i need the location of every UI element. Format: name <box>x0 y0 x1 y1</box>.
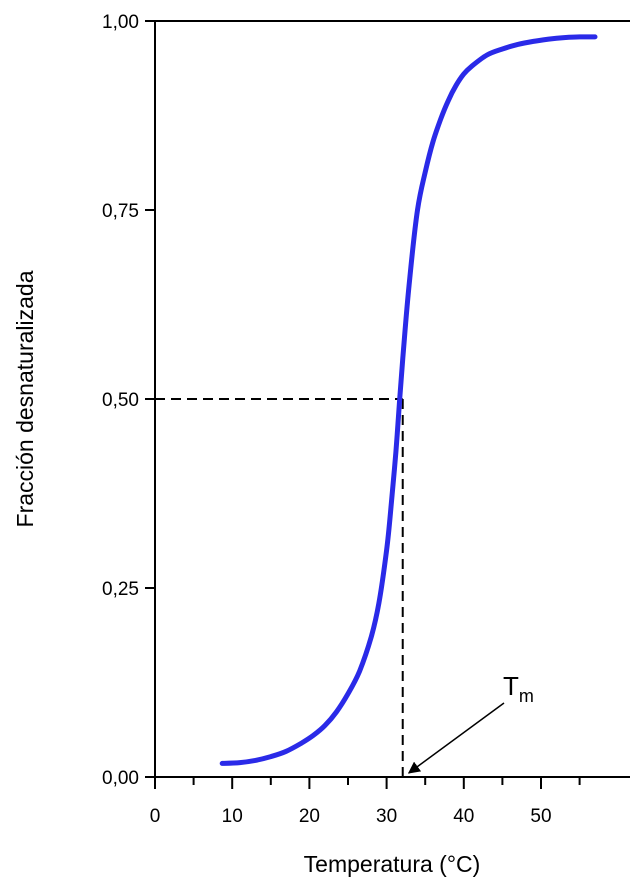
x-axis-title: Temperatura (°C) <box>304 851 481 877</box>
tm-label: Tm <box>503 671 534 706</box>
x-tick-label: 40 <box>453 806 474 827</box>
y-tick-label: 0,25 <box>102 579 139 600</box>
y-axis-title: Fracción desnaturalizada <box>12 270 38 527</box>
tm-arrow <box>407 702 505 774</box>
x-tick-label: 30 <box>376 806 397 827</box>
x-tick-label: 0 <box>150 806 161 827</box>
y-tick-label: 0,75 <box>102 201 139 222</box>
x-ticks: 0 10 20 30 40 50 <box>150 777 581 827</box>
y-tick-label: 0,50 <box>102 390 139 411</box>
y-tick-label: 0,00 <box>102 768 139 789</box>
tm-label-subscript: m <box>519 686 534 706</box>
tm-guides <box>155 398 404 777</box>
x-tick-label: 10 <box>222 806 243 827</box>
series-line-denatured-fraction <box>219 34 598 766</box>
y-tick-label: 1,00 <box>102 12 139 33</box>
tm-label-main: T <box>503 671 519 701</box>
x-tick-label: 50 <box>530 806 551 827</box>
x-tick-label: 20 <box>299 806 320 827</box>
y-ticks: 0,00 0,25 0,50 0,75 1,00 <box>102 12 155 789</box>
tm-annotation: Tm <box>407 671 534 774</box>
